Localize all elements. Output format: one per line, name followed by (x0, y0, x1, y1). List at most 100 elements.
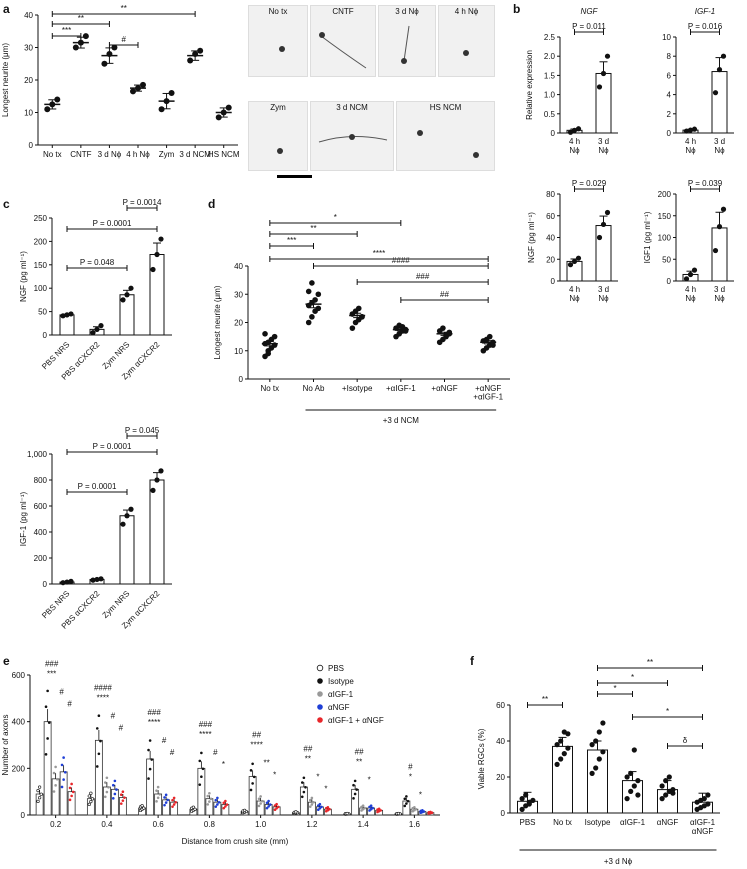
data-point (600, 720, 606, 726)
data-point (604, 209, 611, 216)
y-tick-label: 20 (546, 255, 555, 264)
data-point (300, 781, 304, 784)
y-tick-label: 400 (34, 528, 48, 537)
data-point (259, 795, 262, 798)
pvalue-bracket-label: P = 0.045 (125, 426, 160, 435)
data-point (353, 779, 357, 783)
data-point (71, 790, 75, 794)
significance-label: * (324, 784, 327, 793)
scale-bar (277, 175, 312, 178)
data-point (224, 799, 227, 803)
bar (94, 739, 103, 816)
data-point (147, 748, 150, 752)
data-point (208, 791, 211, 795)
data-point (414, 807, 418, 811)
data-point (600, 221, 607, 228)
cell-body (473, 152, 479, 158)
cell-body (417, 130, 423, 136)
y-tick-label: 2.5 (544, 33, 556, 42)
data-point (206, 803, 210, 806)
y-tick-label: 50 (38, 308, 47, 317)
significance-label: *** (47, 669, 56, 678)
data-point (200, 775, 203, 779)
data-point (575, 255, 582, 261)
x-tick-label: CNTF (70, 150, 91, 159)
data-point (94, 576, 100, 583)
data-point (259, 802, 262, 805)
data-point (225, 104, 232, 111)
significance-bracket-label: ** (647, 658, 653, 667)
y-tick-label: 1,000 (27, 450, 48, 459)
data-point (70, 794, 73, 798)
x-tick-label: 4 h (685, 137, 696, 146)
significance-label: * (368, 775, 371, 784)
data-point (701, 796, 707, 802)
data-point (209, 797, 213, 801)
data-point (172, 796, 176, 800)
data-point (421, 809, 424, 812)
cell-body (401, 58, 407, 64)
data-point (687, 271, 694, 278)
x-tick-label: αNGF (657, 818, 679, 827)
significance-bracket-label: **** (373, 249, 385, 258)
x-tick-label: 4 h (569, 137, 580, 146)
significance-label: ** (305, 754, 311, 763)
data-point (163, 98, 170, 105)
y-tick-label: 150 (658, 212, 672, 221)
data-point (589, 770, 595, 777)
y-tick-label: 20 (496, 773, 505, 782)
data-point (77, 39, 84, 46)
y-tick-label: 60 (546, 212, 555, 221)
significance-label: # (162, 736, 167, 745)
micrograph-label: No tx (268, 7, 288, 16)
bar (595, 72, 612, 134)
significance-label: **** (250, 741, 262, 750)
y-tick-label: 60 (496, 701, 505, 710)
significance-label: # (119, 724, 124, 733)
data-point (105, 790, 109, 794)
data-point (326, 805, 330, 809)
data-point (310, 803, 314, 806)
data-point (328, 807, 331, 811)
data-point (600, 70, 607, 77)
data-point (95, 727, 99, 730)
significance-label: * (409, 772, 412, 781)
x-tick-label: PBS (519, 818, 535, 827)
data-point (171, 798, 174, 802)
data-point (70, 782, 73, 786)
significance-bracket-label: #### (392, 256, 410, 265)
x-tick-label: 3 d (598, 285, 609, 294)
micrograph-label: HS NCM (429, 103, 462, 112)
data-point (119, 802, 123, 805)
data-point (128, 285, 134, 291)
data-point (413, 805, 416, 809)
y-tick-label: 200 (34, 554, 48, 563)
data-point (113, 792, 117, 796)
x-tick-label: Nϕ (714, 294, 725, 303)
data-point (89, 791, 93, 795)
data-point (260, 799, 264, 803)
significance-bracket-label: ** (121, 4, 127, 13)
data-point (315, 291, 322, 298)
data-point (379, 809, 383, 812)
data-point (670, 790, 676, 796)
data-point (99, 739, 102, 743)
data-point (596, 234, 603, 241)
data-point (683, 128, 690, 134)
panel-letter-b: b (513, 2, 521, 16)
data-point (310, 796, 314, 800)
data-point (90, 577, 96, 583)
y-tick-label: 200 (658, 190, 672, 199)
x-tick-label: 1.4 (358, 820, 370, 829)
data-point (683, 276, 690, 282)
data-point (558, 738, 564, 744)
significance-label: # (170, 748, 175, 757)
data-point (60, 580, 66, 586)
legend-label: αIGF-1 (328, 690, 354, 699)
y-tick-label: 8 (667, 52, 672, 61)
data-point (168, 90, 175, 96)
data-point (105, 776, 109, 780)
y-axis-label: Viable RGCs (%) (477, 728, 486, 789)
data-point (124, 513, 130, 519)
x-tick-label: +αNGF +αIGF-1 (473, 384, 503, 402)
